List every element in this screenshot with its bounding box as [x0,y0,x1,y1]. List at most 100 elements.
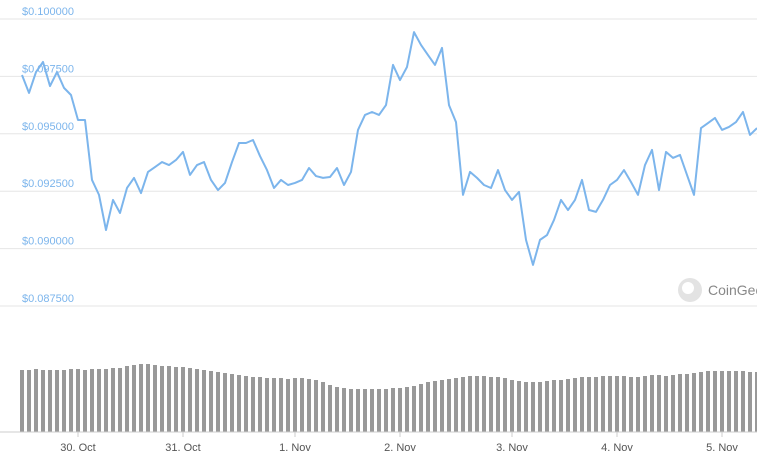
volume-bar [69,369,73,432]
volume-bar [447,379,451,432]
volume-bar [34,369,38,432]
volume-bar [111,368,115,432]
volume-bar [321,382,325,432]
volume-bar [671,375,675,432]
x-tick-label: 30. Oct [60,442,95,454]
volume-bar [741,371,745,432]
volume-bar [349,389,353,432]
volume-bar [27,370,31,432]
volume-bar [251,377,255,432]
y-tick-label: $0.092500 [22,178,74,190]
volume-bar [678,374,682,432]
x-tick-label: 4. Nov [601,442,633,454]
x-tick-label: 1. Nov [279,442,311,454]
volume-bar [727,371,731,432]
volume-bar [223,373,227,432]
x-tick-label: 5. Nov [706,442,738,454]
volume-bar [391,388,395,432]
volume-bar [636,377,640,432]
volume-bar [601,376,605,432]
volume-bar [286,379,290,432]
volume-bar [643,376,647,432]
volume-bar [433,381,437,432]
volume-bar [699,372,703,432]
volume-bar [153,365,157,432]
watermark-text: CoinGecko [708,282,757,298]
volume-bar [538,382,542,432]
volume-bar [167,366,171,432]
volume-bar [307,379,311,432]
watermark: CoinGecko [678,278,757,302]
volume-bar [265,378,269,432]
volume-bar [587,377,591,432]
volume-bar [160,366,164,432]
volume-bar [272,378,276,432]
x-tick-label: 2. Nov [384,442,416,454]
volume-bar [125,366,129,432]
volume-bar [118,368,122,432]
volume-bar [552,380,556,432]
volume-bar [573,378,577,432]
volume-bar [524,382,528,432]
volume-bar [104,369,108,432]
volume-bar [510,380,514,432]
volume-bar [615,376,619,432]
volume-bar [398,388,402,432]
volume-bar [657,375,661,432]
volume-bar [692,373,696,432]
volume-bar [244,376,248,432]
volume-bar [454,378,458,432]
volume-bar [664,376,668,432]
volume-bar [384,389,388,432]
volume-bar [412,386,416,432]
y-tick-label: $0.097500 [22,63,74,75]
y-tick-label: $0.095000 [22,121,74,133]
volume-bar [440,380,444,432]
volume-bar [356,389,360,432]
volume-bar [650,375,654,432]
volume-bar [132,365,136,432]
volume-bar [279,378,283,432]
volume-bar [300,378,304,432]
volume-bar [370,389,374,432]
volume-bar [293,378,297,432]
volume-bar [531,382,535,432]
volume-bar [755,372,757,432]
volume-bar [230,374,234,432]
volume-bar [188,368,192,432]
volume-bar [363,389,367,432]
volume-bar [90,369,94,432]
volume-bar [342,388,346,432]
volume-bar [146,364,150,432]
volume-bar [237,375,241,432]
volume-bar [608,376,612,432]
volume-bar [503,378,507,432]
volume-bar [83,370,87,432]
volume-bar [216,372,220,432]
y-tick-label: $0.100000 [22,6,74,18]
volume-bar [76,369,80,432]
volume-bar [55,370,59,432]
volume-bar [482,376,486,432]
volume-bar [209,371,213,432]
volume-bar [517,381,521,432]
volume-bar [181,367,185,432]
volume-bar [594,377,598,432]
volume-bar [174,367,178,432]
x-tick-label: 31. Oct [165,442,200,454]
volume-bar [559,380,563,432]
volume-bar [629,377,633,432]
volume-bar [139,364,143,432]
volume-bar [461,377,465,432]
volume-bar [496,377,500,432]
volume-bar [580,377,584,432]
watermark-logo-eye [682,282,694,294]
volume-bar [195,369,199,432]
volume-bar [62,370,66,432]
volume-bar [426,382,430,432]
volume-bar [720,371,724,432]
volume-bar [328,385,332,432]
volume-bar [314,380,318,432]
volume-bar [489,377,493,432]
